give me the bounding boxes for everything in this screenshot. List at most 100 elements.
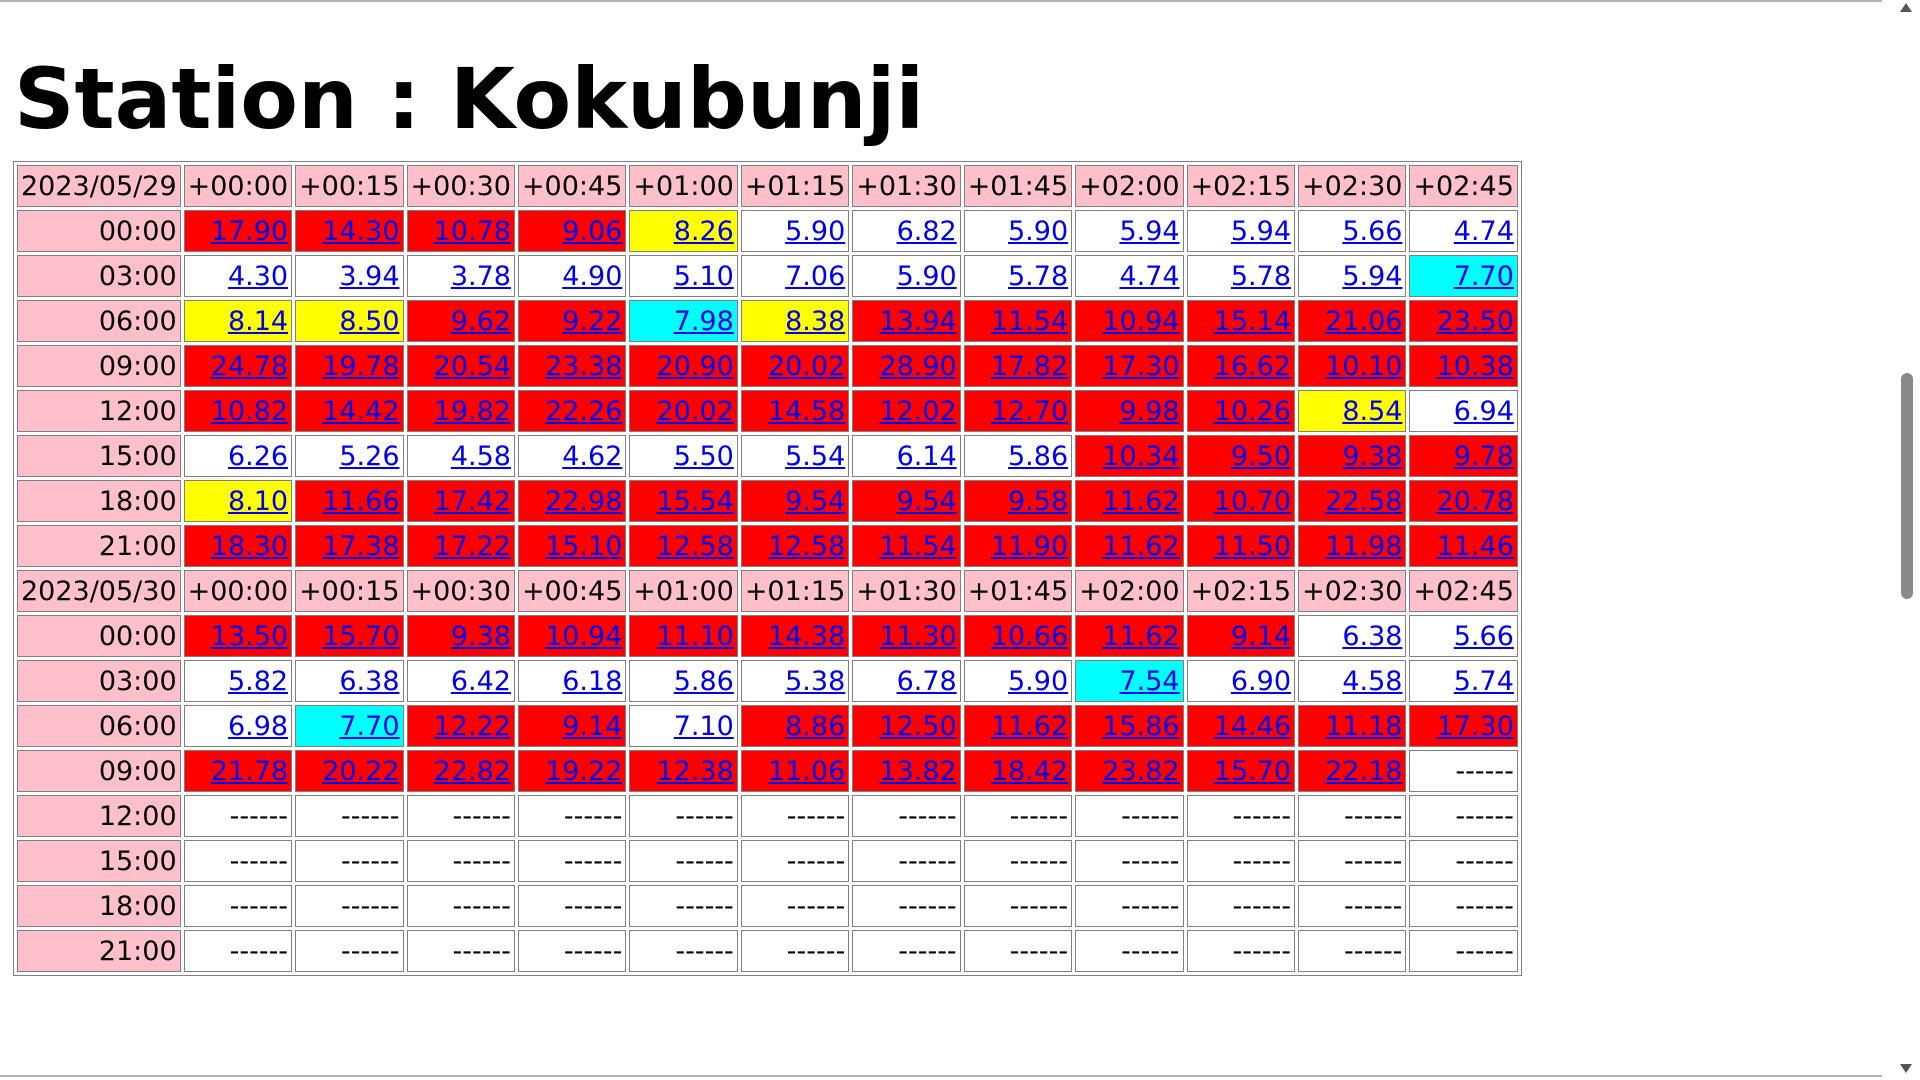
value-link[interactable]: 9.14 xyxy=(562,710,623,742)
value-link[interactable]: 11.62 xyxy=(1102,620,1180,652)
value-link[interactable]: 12.38 xyxy=(656,755,734,787)
value-link[interactable]: 20.22 xyxy=(322,755,400,787)
value-link[interactable]: 5.90 xyxy=(785,215,846,247)
value-link[interactable]: 9.22 xyxy=(562,305,623,337)
value-link[interactable]: 12.70 xyxy=(990,395,1069,427)
value-link[interactable]: 17.82 xyxy=(990,350,1069,382)
value-link[interactable]: 9.78 xyxy=(1453,440,1514,472)
value-link[interactable]: 4.74 xyxy=(1119,260,1180,292)
value-link[interactable]: 18.30 xyxy=(210,530,289,562)
value-link[interactable]: 10.94 xyxy=(545,620,623,652)
value-link[interactable]: 6.26 xyxy=(227,440,289,472)
value-link[interactable]: 13.82 xyxy=(879,755,957,787)
value-link[interactable]: 5.90 xyxy=(1008,215,1069,247)
value-link[interactable]: 17.38 xyxy=(322,530,400,562)
value-link[interactable]: 23.82 xyxy=(1102,755,1180,787)
value-link[interactable]: 23.50 xyxy=(1436,305,1514,337)
value-link[interactable]: 22.82 xyxy=(433,755,511,787)
value-link[interactable]: 4.30 xyxy=(227,260,289,292)
value-link[interactable]: 5.78 xyxy=(1230,260,1291,292)
value-link[interactable]: 15.70 xyxy=(1213,755,1291,787)
value-link[interactable]: 17.22 xyxy=(433,530,511,562)
value-link[interactable]: 8.26 xyxy=(673,215,734,247)
value-link[interactable]: 20.78 xyxy=(1436,485,1514,517)
value-link[interactable]: 5.10 xyxy=(673,260,734,292)
value-link[interactable]: 6.38 xyxy=(339,665,400,697)
value-link[interactable]: 15.86 xyxy=(1102,710,1180,742)
value-link[interactable]: 12.58 xyxy=(656,530,734,562)
value-link[interactable]: 9.62 xyxy=(450,305,511,337)
value-link[interactable]: 16.62 xyxy=(1213,350,1291,382)
value-link[interactable]: 22.26 xyxy=(545,395,623,427)
value-link[interactable]: 9.38 xyxy=(1342,440,1403,472)
value-link[interactable]: 7.10 xyxy=(673,710,734,742)
value-link[interactable]: 5.66 xyxy=(1342,215,1403,247)
value-link[interactable]: 11.62 xyxy=(1102,530,1180,562)
value-link[interactable]: 6.94 xyxy=(1453,395,1514,427)
value-link[interactable]: 11.06 xyxy=(767,755,846,787)
value-link[interactable]: 14.38 xyxy=(767,620,846,652)
value-link[interactable]: 19.82 xyxy=(433,395,511,427)
value-link[interactable]: 6.18 xyxy=(562,665,623,697)
value-link[interactable]: 6.14 xyxy=(896,440,957,472)
value-link[interactable]: 10.38 xyxy=(1436,350,1514,382)
value-link[interactable]: 14.42 xyxy=(322,395,400,427)
value-link[interactable]: 4.58 xyxy=(1342,665,1403,697)
value-link[interactable]: 24.78 xyxy=(210,350,289,382)
value-link[interactable]: 5.38 xyxy=(785,665,846,697)
value-link[interactable]: 6.90 xyxy=(1230,665,1291,697)
value-link[interactable]: 6.98 xyxy=(227,710,289,742)
value-link[interactable]: 20.02 xyxy=(767,350,846,382)
value-link[interactable]: 11.50 xyxy=(1213,530,1291,562)
value-link[interactable]: 9.06 xyxy=(562,215,623,247)
value-link[interactable]: 19.78 xyxy=(322,350,400,382)
value-link[interactable]: 7.70 xyxy=(339,710,400,742)
value-link[interactable]: 7.70 xyxy=(1453,260,1514,292)
value-link[interactable]: 28.90 xyxy=(879,350,957,382)
value-link[interactable]: 5.26 xyxy=(339,440,400,472)
value-link[interactable]: 7.54 xyxy=(1119,665,1180,697)
value-link[interactable]: 5.94 xyxy=(1119,215,1180,247)
value-link[interactable]: 5.82 xyxy=(227,665,289,697)
value-link[interactable]: 10.70 xyxy=(1213,485,1291,517)
value-link[interactable]: 4.58 xyxy=(450,440,511,472)
value-link[interactable]: 17.30 xyxy=(1436,710,1514,742)
value-link[interactable]: 11.18 xyxy=(1325,710,1403,742)
value-link[interactable]: 5.66 xyxy=(1453,620,1514,652)
value-link[interactable]: 5.94 xyxy=(1342,260,1403,292)
value-link[interactable]: 10.78 xyxy=(433,215,511,247)
value-link[interactable]: 12.22 xyxy=(433,710,511,742)
value-link[interactable]: 9.54 xyxy=(785,485,846,517)
value-link[interactable]: 11.54 xyxy=(879,530,957,562)
value-link[interactable]: 21.06 xyxy=(1325,305,1403,337)
value-link[interactable]: 11.62 xyxy=(1102,485,1180,517)
value-link[interactable]: 5.50 xyxy=(673,440,734,472)
value-link[interactable]: 17.30 xyxy=(1102,350,1180,382)
value-link[interactable]: 13.94 xyxy=(879,305,957,337)
value-link[interactable]: 8.38 xyxy=(785,305,846,337)
value-link[interactable]: 12.50 xyxy=(879,710,957,742)
value-link[interactable]: 5.74 xyxy=(1453,665,1514,697)
value-link[interactable]: 15.10 xyxy=(545,530,623,562)
value-link[interactable]: 18.42 xyxy=(990,755,1069,787)
value-link[interactable]: 11.10 xyxy=(656,620,734,652)
value-link[interactable]: 15.14 xyxy=(1213,305,1291,337)
value-link[interactable]: 9.54 xyxy=(896,485,957,517)
value-link[interactable]: 20.02 xyxy=(656,395,734,427)
value-link[interactable]: 10.26 xyxy=(1213,395,1291,427)
value-link[interactable]: 22.18 xyxy=(1325,755,1403,787)
value-link[interactable]: 10.82 xyxy=(210,395,289,427)
value-link[interactable]: 23.38 xyxy=(545,350,623,382)
vertical-scrollbar[interactable] xyxy=(1893,0,1920,1080)
value-link[interactable]: 4.74 xyxy=(1453,215,1514,247)
value-link[interactable]: 8.54 xyxy=(1342,395,1403,427)
value-link[interactable]: 5.90 xyxy=(896,260,957,292)
value-link[interactable]: 22.58 xyxy=(1325,485,1403,517)
value-link[interactable]: 15.54 xyxy=(656,485,734,517)
value-link[interactable]: 5.86 xyxy=(1008,440,1069,472)
value-link[interactable]: 6.78 xyxy=(896,665,957,697)
value-link[interactable]: 14.46 xyxy=(1213,710,1291,742)
scrollbar-thumb[interactable] xyxy=(1901,373,1913,599)
value-link[interactable]: 3.78 xyxy=(450,260,511,292)
value-link[interactable]: 4.62 xyxy=(562,440,623,472)
